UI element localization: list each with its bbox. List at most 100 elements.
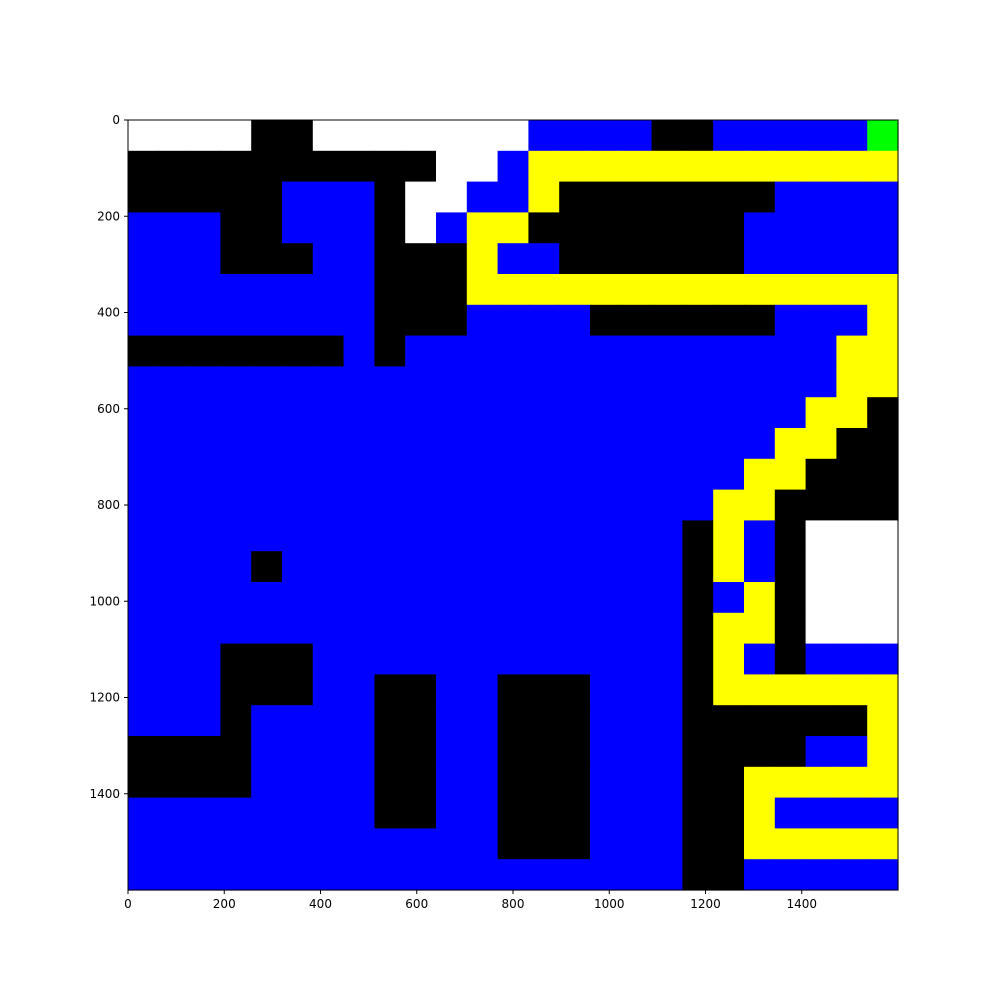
maze-explored-cell (467, 551, 498, 582)
maze-wall (775, 644, 806, 675)
maze-explored-cell (621, 428, 652, 459)
maze-explored-cell (682, 366, 713, 397)
maze-wall (436, 243, 467, 274)
maze-explored-cell (467, 582, 498, 613)
maze-wall (436, 305, 467, 336)
maze-wall (220, 767, 251, 798)
maze-explored-cell (559, 336, 590, 367)
maze-explored-cell (251, 274, 282, 305)
maze-wall (405, 798, 436, 829)
maze-explored-cell (190, 490, 221, 521)
maze-wall (128, 182, 159, 213)
maze-wall (128, 767, 159, 798)
maze-open-cell (405, 120, 436, 151)
maze-open-cell (405, 182, 436, 213)
maze-open-cell (220, 120, 251, 151)
maze-explored-cell (682, 459, 713, 490)
maze-explored-cell (159, 243, 190, 274)
maze-explored-cell (498, 182, 529, 213)
maze-explored-cell (436, 613, 467, 644)
maze-explored-cell (344, 859, 375, 890)
maze-explored-cell (775, 336, 806, 367)
maze-wall (282, 644, 313, 675)
maze-explored-cell (806, 243, 837, 274)
maze-explored-cell (590, 736, 621, 767)
maze-explored-cell (436, 859, 467, 890)
maze-path (713, 490, 744, 521)
maze-explored-cell (128, 613, 159, 644)
maze-explored-cell (467, 459, 498, 490)
maze-explored-cell (190, 674, 221, 705)
maze-open-cell (867, 520, 898, 551)
maze-explored-cell (467, 798, 498, 829)
maze-grid (128, 120, 899, 891)
maze-explored-cell (313, 305, 344, 336)
maze-explored-cell (128, 828, 159, 859)
maze-explored-cell (220, 551, 251, 582)
maze-explored-cell (590, 397, 621, 428)
maze-explored-cell (128, 551, 159, 582)
maze-path (559, 274, 590, 305)
maze-explored-cell (652, 366, 683, 397)
maze-explored-cell (498, 644, 529, 675)
maze-explored-cell (344, 551, 375, 582)
maze-wall (220, 212, 251, 243)
maze-explored-cell (621, 705, 652, 736)
maze-explored-cell (621, 859, 652, 890)
maze-path (467, 212, 498, 243)
maze-explored-cell (405, 336, 436, 367)
maze-explored-cell (652, 551, 683, 582)
maze-path (713, 274, 744, 305)
maze-explored-cell (467, 490, 498, 521)
maze-explored-cell (652, 736, 683, 767)
maze-explored-cell (528, 582, 559, 613)
maze-path (744, 613, 775, 644)
maze-explored-cell (344, 397, 375, 428)
maze-explored-cell (251, 305, 282, 336)
maze-explored-cell (775, 182, 806, 213)
maze-wall (159, 151, 190, 182)
maze-explored-cell (344, 305, 375, 336)
maze-explored-cell (128, 428, 159, 459)
maze-open-cell (436, 120, 467, 151)
maze-explored-cell (405, 459, 436, 490)
maze-path (806, 151, 837, 182)
maze-explored-cell (806, 212, 837, 243)
maze-explored-cell (282, 397, 313, 428)
maze-wall (713, 305, 744, 336)
maze-wall (220, 674, 251, 705)
maze-wall (405, 274, 436, 305)
maze-wall (251, 151, 282, 182)
maze-explored-cell (251, 767, 282, 798)
maze-explored-cell (744, 366, 775, 397)
maze-explored-cell (220, 582, 251, 613)
y-tick-label: 800 (97, 498, 120, 512)
maze-explored-cell (621, 736, 652, 767)
maze-explored-cell (498, 366, 529, 397)
maze-explored-cell (405, 520, 436, 551)
maze-explored-cell (313, 490, 344, 521)
maze-path (836, 366, 867, 397)
maze-explored-cell (220, 520, 251, 551)
maze-explored-cell (528, 336, 559, 367)
maze-wall (775, 613, 806, 644)
maze-explored-cell (190, 428, 221, 459)
maze-wall (682, 767, 713, 798)
maze-explored-cell (374, 490, 405, 521)
maze-explored-cell (498, 305, 529, 336)
maze-wall (590, 182, 621, 213)
maze-explored-cell (190, 551, 221, 582)
maze-explored-cell (374, 520, 405, 551)
maze-wall (220, 705, 251, 736)
maze-explored-cell (467, 644, 498, 675)
maze-explored-cell (590, 428, 621, 459)
maze-explored-cell (344, 459, 375, 490)
maze-explored-cell (405, 613, 436, 644)
maze-wall (713, 736, 744, 767)
maze-path (867, 305, 898, 336)
maze-wall (559, 736, 590, 767)
maze-explored-cell (344, 212, 375, 243)
maze-wall (374, 736, 405, 767)
maze-path (836, 828, 867, 859)
maze-wall (220, 336, 251, 367)
